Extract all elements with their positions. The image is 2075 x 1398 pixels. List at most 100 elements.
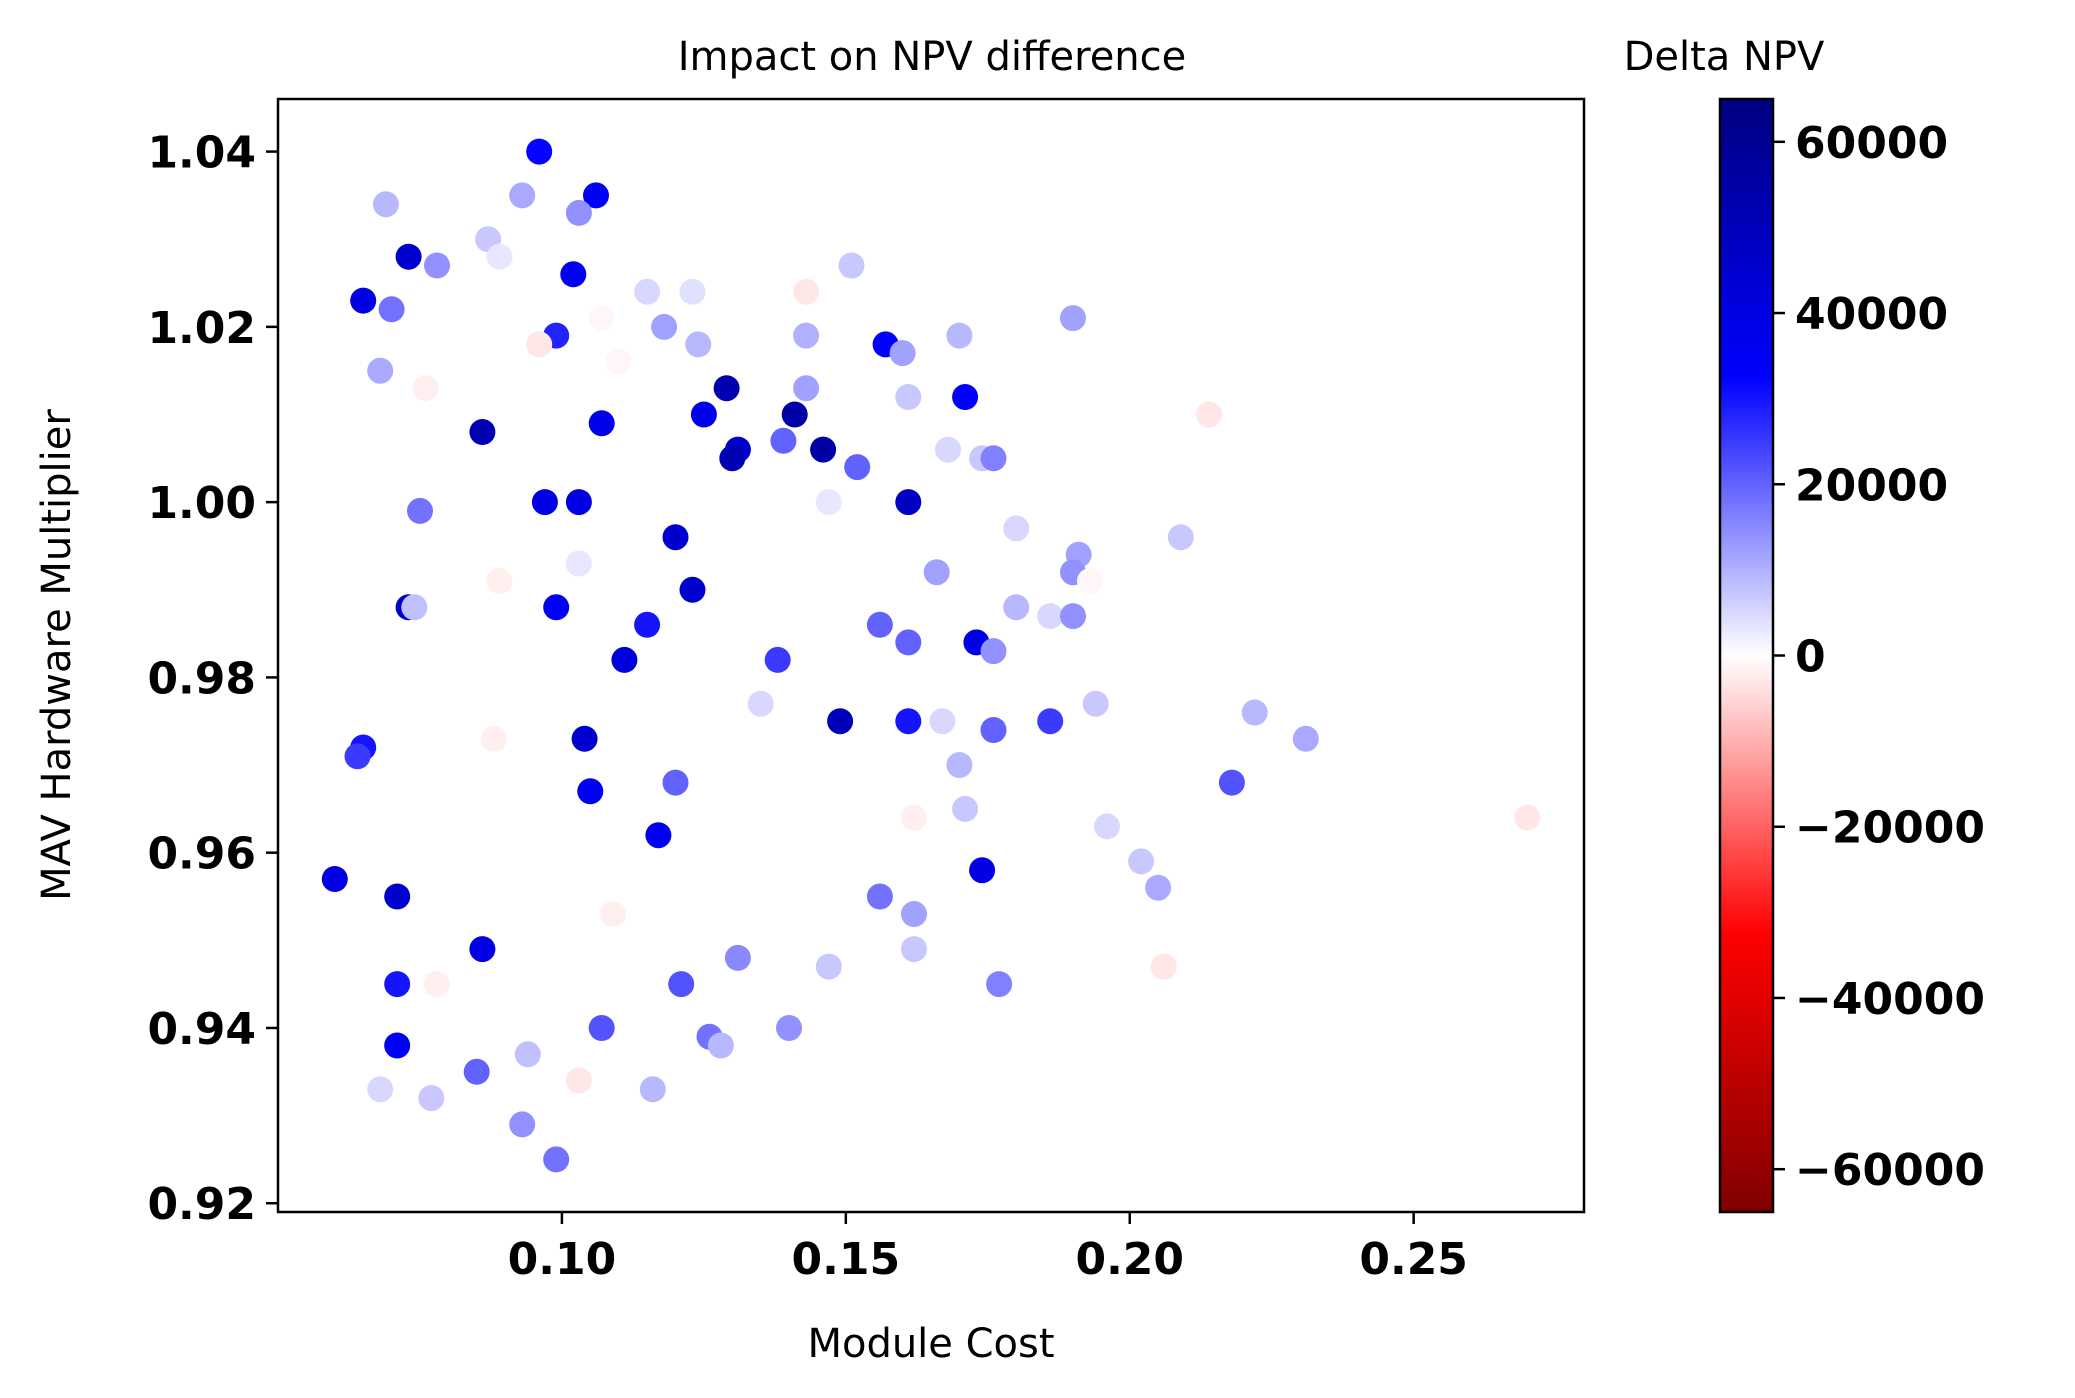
- data-point: [384, 883, 411, 910]
- data-point: [707, 1032, 734, 1059]
- data-point: [764, 646, 791, 673]
- colorbar-tick-label: 60000: [1795, 118, 1948, 169]
- data-point: [668, 971, 695, 998]
- data-point: [412, 375, 439, 402]
- data-point: [952, 795, 979, 822]
- chart-title: Impact on NPV difference: [678, 34, 1187, 80]
- data-point: [321, 866, 348, 892]
- data-point: [418, 1085, 445, 1112]
- data-point: [776, 1015, 802, 1041]
- data-point: [895, 629, 922, 656]
- data-point: [344, 743, 371, 770]
- data-point: [1003, 515, 1030, 542]
- data-point: [946, 322, 973, 349]
- data-point: [815, 953, 842, 980]
- data-point: [367, 1076, 394, 1103]
- y-tick-label: 0.94: [147, 1004, 256, 1055]
- data-point: [662, 769, 689, 796]
- data-point: [588, 305, 615, 332]
- y-tick-label: 1.04: [147, 128, 256, 179]
- x-tick-label: 0.25: [1359, 1234, 1468, 1285]
- data-point: [781, 401, 808, 428]
- data-point: [724, 944, 751, 971]
- data-point: [639, 1076, 666, 1103]
- colorbar-tick-label: −20000: [1795, 803, 1985, 854]
- data-point: [372, 191, 399, 218]
- data-point: [1077, 568, 1103, 594]
- data-point: [923, 559, 950, 586]
- data-point: [486, 243, 513, 270]
- y-tick-label: 0.96: [147, 829, 256, 880]
- data-point: [935, 436, 961, 463]
- data-point: [1292, 725, 1319, 752]
- data-point: [565, 199, 592, 226]
- data-point: [866, 611, 893, 638]
- data-point: [1060, 305, 1086, 332]
- data-point: [685, 331, 712, 358]
- x-tick-label: 0.20: [1075, 1234, 1184, 1285]
- data-point: [866, 883, 893, 910]
- colorbar-ticks: 60000 40000 20000 0 −20000 −40000 −60000: [1773, 118, 1985, 1196]
- data-point: [713, 375, 740, 402]
- data-point: [1128, 848, 1155, 875]
- y-tick-label: 1.00: [147, 478, 256, 529]
- data-point: [367, 357, 394, 384]
- data-point: [588, 1015, 615, 1041]
- data-point: [571, 725, 598, 752]
- data-point: [1145, 874, 1172, 901]
- x-axis-label: Module Cost: [807, 1321, 1054, 1367]
- data-point: [980, 445, 1007, 472]
- y-axis-label: MAV Hardware Multiplier: [34, 409, 80, 901]
- data-point: [588, 410, 615, 437]
- data-point: [810, 436, 837, 463]
- data-point: [395, 243, 422, 270]
- colorbar-tick-label: −60000: [1795, 1145, 1985, 1196]
- x-tick-label: 0.10: [508, 1234, 617, 1285]
- data-point: [1060, 603, 1086, 630]
- data-point: [469, 419, 496, 445]
- data-point: [986, 971, 1013, 998]
- data-point: [651, 313, 678, 340]
- data-point: [531, 489, 558, 516]
- data-point: [1241, 699, 1268, 726]
- data-point: [1196, 401, 1223, 428]
- data-point: [634, 611, 661, 638]
- data-point: [793, 278, 820, 305]
- data-point: [350, 287, 377, 314]
- data-point: [662, 524, 689, 551]
- data-point: [565, 550, 592, 577]
- data-point: [384, 1032, 411, 1059]
- colorbar-tick-label: 20000: [1795, 460, 1948, 511]
- y-axis: 0.92 0.94 0.96 0.98 1.00 1.02 1.04: [147, 128, 278, 1230]
- data-point: [611, 646, 638, 673]
- data-point: [719, 445, 746, 472]
- x-tick-label: 0.15: [792, 1234, 901, 1285]
- data-point: [543, 1146, 570, 1173]
- data-point: [889, 340, 916, 367]
- data-point: [565, 489, 592, 516]
- y-tick-label: 1.02: [147, 303, 256, 354]
- data-point: [980, 717, 1007, 743]
- colorbar-label: Delta NPV: [1624, 34, 1825, 80]
- colorbar-tick-label: 40000: [1795, 289, 1948, 340]
- data-point: [605, 348, 632, 375]
- data-point: [600, 901, 626, 927]
- data-point: [901, 901, 927, 927]
- data-point: [793, 322, 820, 349]
- data-point: [469, 936, 496, 963]
- data-point: [679, 576, 706, 603]
- data-point: [509, 1111, 536, 1138]
- data-point: [378, 296, 405, 323]
- data-point: [895, 384, 922, 410]
- data-point: [1082, 690, 1109, 717]
- data-point: [1150, 953, 1177, 980]
- data-point: [980, 638, 1007, 665]
- data-point: [747, 690, 774, 717]
- data-point: [424, 252, 450, 279]
- data-point: [384, 971, 411, 998]
- data-point: [526, 331, 553, 358]
- colorbar: [1718, 97, 1775, 1214]
- data-point: [946, 752, 973, 778]
- data-point: [690, 401, 717, 428]
